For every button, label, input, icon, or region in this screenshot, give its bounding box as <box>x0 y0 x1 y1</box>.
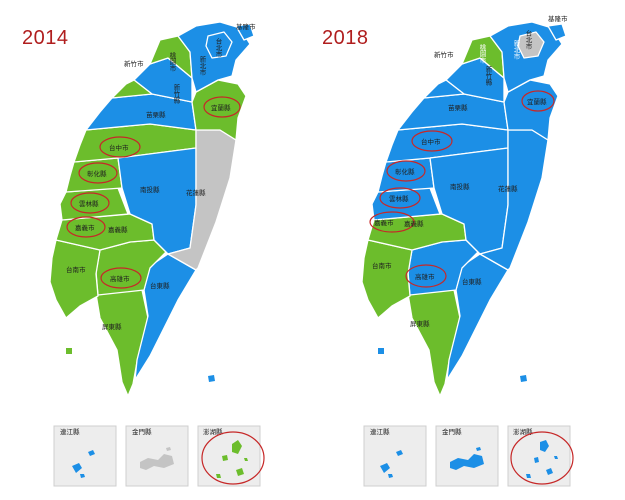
inset-label-lienchiang: 連江縣 <box>370 427 390 436</box>
label-hualien: 花蓮縣 <box>498 184 518 193</box>
label-taoyuan: 桃園市 <box>168 51 176 73</box>
region-pingtung <box>407 289 461 397</box>
label-chiayi-county: 嘉義縣 <box>108 225 128 234</box>
inset-boxes-2018: 連江縣 金門縣 澎湖縣 <box>363 425 574 487</box>
label-miaoli: 苗栗縣 <box>146 110 166 119</box>
inset-label-penghu: 澎湖縣 <box>513 427 533 436</box>
ring-penghu <box>510 431 574 485</box>
inset-label-penghu: 澎湖縣 <box>203 427 223 436</box>
island-blue-dot <box>378 348 384 354</box>
region-yilan <box>191 79 247 141</box>
inset-label-kinmen: 金門縣 <box>442 427 462 436</box>
ring-kaohsiung <box>100 267 142 289</box>
label-taipei: 台北市 <box>214 37 222 59</box>
inset-label-kinmen: 金門縣 <box>132 427 152 436</box>
label-yilan: 宜蘭縣 <box>527 97 547 106</box>
inset-kinmen <box>435 425 499 487</box>
label-miaoli: 苗栗縣 <box>448 103 468 112</box>
map-2018: 基隆市 新竹市 桃園市 新北市 台北市 新竹縣 苗栗縣 宜蘭縣 台中市 彰化縣 … <box>361 14 574 487</box>
ring-changhua <box>386 160 426 182</box>
label-tainan: 台南市 <box>66 265 86 274</box>
label-new-taipei: 新北市 <box>512 39 520 61</box>
label-chiayi-county: 嘉義縣 <box>404 219 424 228</box>
label-hsinchu-county: 新竹縣 <box>172 83 180 104</box>
label-taichung: 台中市 <box>421 137 441 146</box>
label-taitung: 台東縣 <box>462 277 482 286</box>
label-nantou: 南投縣 <box>140 185 160 194</box>
label-nantou: 南投縣 <box>450 182 470 191</box>
inset-lienchiang <box>363 425 427 487</box>
label-hsinchu-county: 新竹縣 <box>484 65 492 86</box>
island-kinmen <box>140 447 174 470</box>
region-pingtung <box>95 289 149 397</box>
ring-chiayi-city <box>66 216 106 238</box>
label-changhua: 彰化縣 <box>87 169 107 178</box>
region-labels-2014: 基隆市 新竹市 桃園市 新北市 台北市 新竹縣 苗栗縣 宜蘭縣 台中市 彰化縣 … <box>66 22 256 331</box>
region-tainan <box>361 239 413 319</box>
label-kaohsiung: 高雄市 <box>110 274 130 283</box>
year-label-2018: 2018 <box>322 27 369 49</box>
inset-label-lienchiang: 連江縣 <box>60 427 80 436</box>
ring-penghu <box>201 431 265 485</box>
island-kinmen <box>450 447 484 470</box>
inset-kinmen <box>125 425 189 487</box>
island-lanyu <box>520 375 527 382</box>
island-lienchiang <box>72 450 95 478</box>
label-keelung: 基隆市 <box>548 14 568 23</box>
island-green-dot <box>66 348 72 354</box>
label-taipei: 台北市 <box>524 29 532 51</box>
ring-yilan <box>203 96 241 118</box>
region-hsinchu-city <box>423 79 465 99</box>
label-taichung: 台中市 <box>109 143 129 152</box>
region-tainan <box>49 239 101 319</box>
region-keelung <box>235 23 255 41</box>
region-keelung <box>547 23 567 41</box>
label-taoyuan: 桃園市 <box>478 43 486 65</box>
map-2014: 基隆市 新竹市 桃園市 新北市 台北市 新竹縣 苗栗縣 宜蘭縣 台中市 彰化縣 … <box>49 21 265 487</box>
ring-taichung <box>411 130 453 152</box>
label-yunlin: 雲林縣 <box>79 199 99 208</box>
year-label-2014: 2014 <box>22 27 69 49</box>
label-hsinchu-city: 新竹市 <box>434 50 454 59</box>
label-hualien: 花蓮縣 <box>186 188 206 197</box>
region-taipei <box>205 31 233 59</box>
map-2018-regions <box>361 21 567 397</box>
label-hsinchu-city: 新竹市 <box>124 59 144 68</box>
label-changhua: 彰化縣 <box>395 167 415 176</box>
island-lienchiang <box>380 450 403 478</box>
ring-changhua <box>78 162 118 184</box>
region-taipei <box>517 31 545 59</box>
label-taitung: 台東縣 <box>150 281 170 290</box>
ring-yunlin <box>379 187 421 209</box>
label-yilan: 宜蘭縣 <box>211 103 231 112</box>
highlight-rings-2014 <box>66 96 241 289</box>
label-yunlin: 雲林縣 <box>389 194 409 203</box>
ring-taichung <box>99 136 141 158</box>
region-labels-2018: 基隆市 新竹市 桃園市 新北市 台北市 新竹縣 苗栗縣 宜蘭縣 台中市 彰化縣 … <box>372 14 568 328</box>
ring-yunlin <box>70 192 110 214</box>
label-tainan: 台南市 <box>372 261 392 270</box>
island-lanyu <box>208 375 215 382</box>
island-penghu <box>526 440 558 478</box>
label-pingtung: 屏東縣 <box>410 319 430 328</box>
highlight-rings-2018 <box>369 90 555 288</box>
label-chiayi-city: 嘉義市 <box>75 223 95 232</box>
ring-yilan <box>521 90 555 112</box>
label-keelung: 基隆市 <box>236 22 256 31</box>
map-2014-regions <box>49 21 255 397</box>
region-hsinchu-city <box>111 79 153 99</box>
inset-lienchiang <box>53 425 117 487</box>
ring-kaohsiung <box>405 264 447 288</box>
island-penghu <box>216 440 248 478</box>
label-pingtung: 屏東縣 <box>102 322 122 331</box>
label-chiayi-city: 嘉義市 <box>374 218 394 227</box>
inset-boxes-2014: 連江縣 金門縣 澎湖縣 <box>53 425 265 487</box>
label-new-taipei: 新北市 <box>198 55 206 77</box>
label-kaohsiung: 高雄市 <box>415 272 435 281</box>
ring-chiayi-city <box>369 211 415 233</box>
